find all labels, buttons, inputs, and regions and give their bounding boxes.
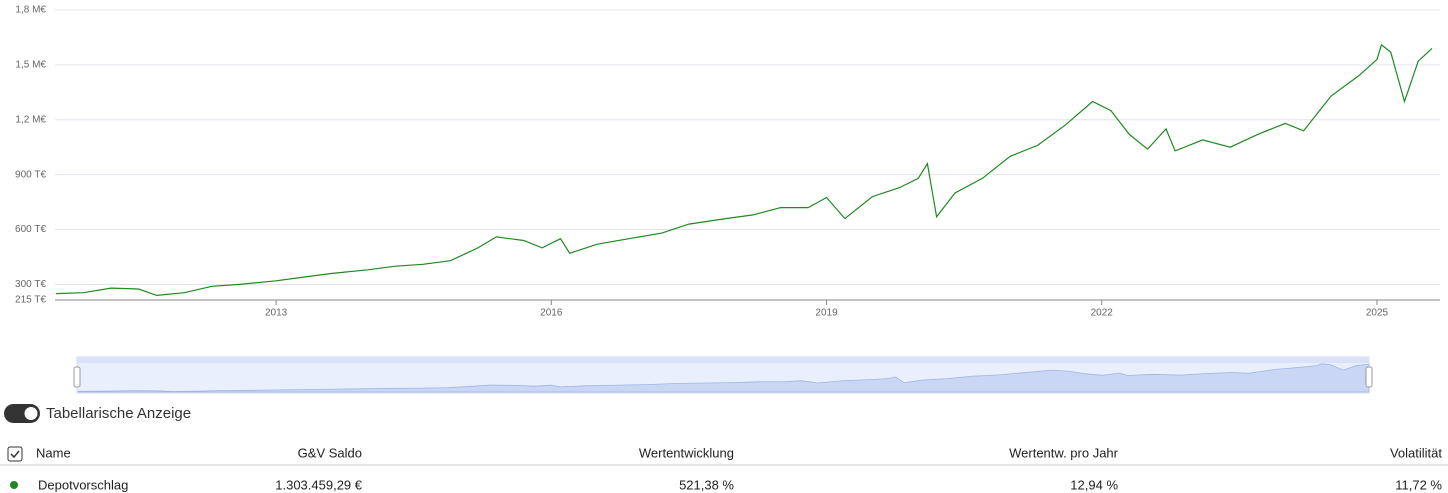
- x-tick-label: 2013: [265, 308, 288, 319]
- navigator-area: [77, 363, 1370, 393]
- y-tick-label: 900 T€: [15, 169, 46, 180]
- column-header: G&V Saldo: [298, 445, 362, 460]
- toggle-label: Tabellarische Anzeige: [46, 405, 191, 422]
- table: Name G&V Saldo Wertentwicklung Wertentw. pr…: [10, 445, 1442, 492]
- column-header: Volatilität: [1390, 445, 1442, 460]
- navigator[interactable]: [73, 356, 1373, 394]
- x-tick-label: 2025: [1366, 308, 1389, 319]
- column-header: Wertentwicklung: [639, 445, 734, 460]
- row-name: Depotvorschlag: [38, 477, 128, 492]
- x-tick-label: 2019: [815, 308, 838, 319]
- y-tick-label: 600 T€: [15, 224, 46, 235]
- x-tick-label: 2016: [540, 308, 563, 319]
- navigator-handle-left[interactable]: [73, 366, 81, 388]
- checkmark: [10, 450, 20, 459]
- y-tick-label: 1,8 M€: [15, 5, 46, 16]
- plot: 215 T€ 300 T€ 600 T€ 900 T€ 1,2 M€ 1,5 M€ 1,8 …: [15, 5, 1440, 319]
- series-dot: [10, 481, 18, 489]
- y-tick-label: 1,5 M€: [15, 60, 46, 71]
- navigator-handle-right[interactable]: [1365, 366, 1373, 388]
- navigator-scrollbar[interactable]: [77, 357, 1369, 363]
- x-tick-label: 2022: [1091, 308, 1114, 319]
- y-tick-label: 1,2 M€: [15, 114, 46, 125]
- table-cell: 11,72 %: [1395, 477, 1442, 492]
- table-cell: 12,94 %: [1070, 477, 1118, 492]
- table-cell: 1.303.459,29 €: [275, 477, 363, 492]
- y-tick-label: 300 T€: [15, 279, 46, 290]
- data-line: [55, 43, 1433, 297]
- toggle-knob: [24, 407, 38, 420]
- column-header: Wertentw. pro Jahr: [1009, 445, 1119, 460]
- y-tick-label: 215 T€: [15, 295, 46, 306]
- column-header: Name: [36, 445, 71, 460]
- select-all-checkbox[interactable]: [7, 446, 23, 462]
- table-cell: 521,38 %: [679, 477, 734, 492]
